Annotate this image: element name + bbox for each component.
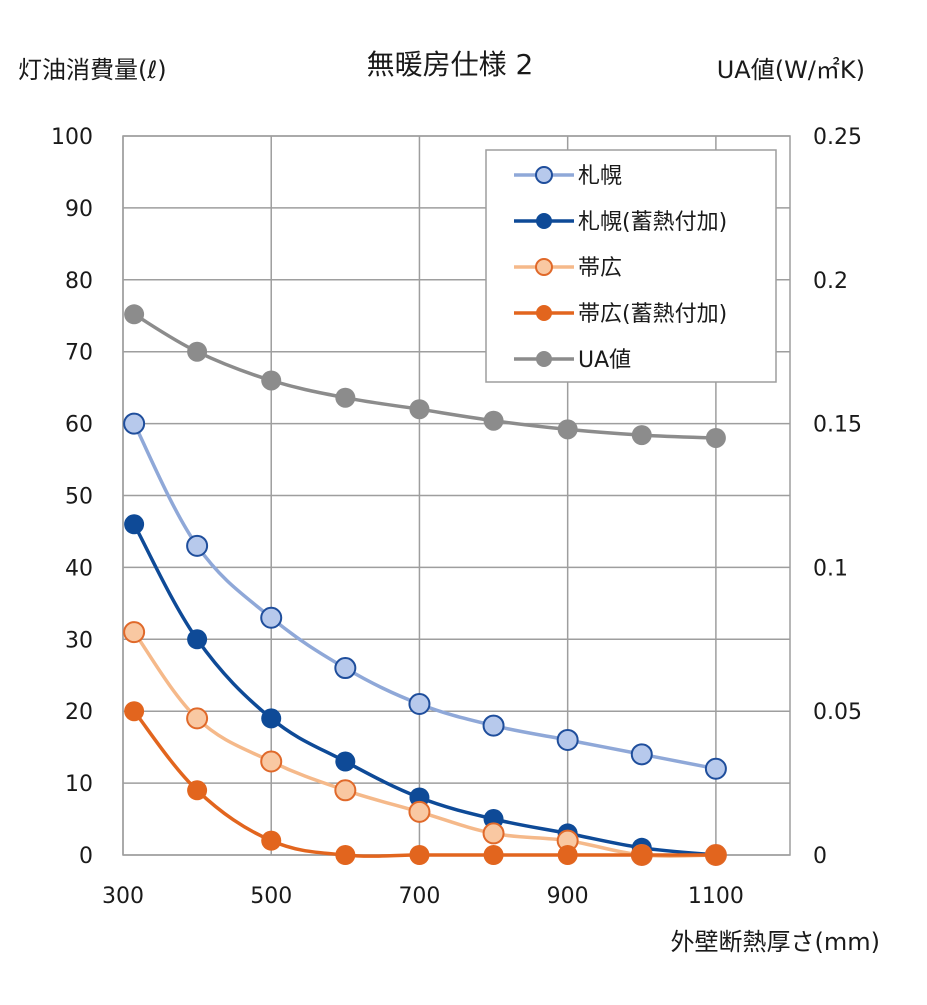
data-point-4 [124, 304, 145, 325]
y-tick-label-right: 0 [813, 844, 827, 869]
chart-title: 無暖房仕様 2 [367, 48, 534, 81]
data-point-2 [186, 707, 209, 730]
legend-swatch-marker [535, 166, 553, 184]
legend-label: 札幌(蓄熱付加) [578, 210, 727, 235]
data-point-3 [335, 845, 356, 865]
data-point-2 [408, 800, 431, 823]
y-tick-label-left: 40 [65, 556, 93, 581]
data-point-3 [631, 845, 652, 865]
y-tick-label-left: 90 [65, 197, 93, 222]
y-tick-label-left: 10 [65, 772, 93, 797]
x-tick-label: 300 [102, 884, 144, 909]
data-point-2 [260, 750, 283, 773]
legend-swatch-marker [536, 351, 552, 367]
legend-label: 札幌 [578, 164, 622, 189]
data-point-2 [123, 621, 146, 644]
data-point-0 [260, 606, 283, 629]
data-point-4 [335, 387, 356, 408]
legend-label: UA値 [578, 348, 631, 373]
legend-label: 帯広 [578, 256, 622, 281]
y-tick-label-left: 70 [65, 341, 93, 366]
data-point-0 [408, 693, 431, 716]
y-tick-label-right: 0.2 [813, 269, 848, 294]
data-point-4 [705, 427, 726, 448]
y-tick-label-right: 0.25 [813, 125, 862, 150]
data-point-1 [261, 708, 282, 729]
data-point-3 [409, 845, 430, 865]
y-tick-label-left: 20 [65, 700, 93, 725]
y-tick-label-left: 30 [65, 628, 93, 653]
data-point-4 [557, 419, 578, 440]
legend-swatch-marker [536, 305, 552, 321]
data-point-3 [187, 780, 208, 801]
data-point-2 [482, 822, 505, 845]
data-point-0 [556, 728, 579, 751]
y-axis-left-title: 灯油消費量(ℓ) [18, 56, 167, 84]
y-axis-right-title: UA値(W/㎡K) [717, 56, 865, 84]
data-point-0 [123, 412, 146, 435]
data-point-3 [124, 701, 145, 722]
data-point-0 [334, 657, 357, 680]
x-axis-title: 外壁断熱厚さ(mm) [671, 928, 880, 956]
y-tick-label-left: 100 [51, 125, 93, 150]
y-tick-label-right: 0.15 [813, 413, 862, 438]
data-point-0 [186, 534, 209, 557]
x-tick-label: 900 [547, 884, 589, 909]
legend-swatch-marker [536, 213, 552, 229]
data-point-1 [124, 514, 145, 535]
data-point-0 [630, 743, 653, 766]
x-tick-label: 500 [250, 884, 292, 909]
data-point-4 [483, 410, 504, 431]
y-tick-label-left: 0 [79, 844, 93, 869]
data-point-3 [705, 845, 726, 865]
data-point-0 [704, 757, 727, 780]
x-tick-label: 700 [398, 884, 440, 909]
y-tick-label-left: 50 [65, 485, 93, 510]
y-tick-label-left: 80 [65, 269, 93, 294]
data-point-0 [482, 714, 505, 737]
data-point-1 [187, 629, 208, 650]
data-point-3 [557, 845, 578, 865]
data-point-3 [261, 830, 282, 851]
legend-swatch-marker [535, 258, 553, 276]
data-point-4 [261, 370, 282, 391]
y-tick-label-left: 60 [65, 413, 93, 438]
data-point-4 [409, 399, 430, 420]
data-point-4 [187, 341, 208, 362]
data-point-3 [483, 845, 504, 865]
y-tick-label-right: 0.1 [813, 556, 848, 581]
x-tick-label: 1100 [688, 884, 744, 909]
legend-label: 帯広(蓄熱付加) [578, 302, 727, 327]
data-point-4 [631, 425, 652, 446]
data-point-2 [334, 779, 357, 802]
y-tick-label-right: 0.05 [813, 700, 862, 725]
data-point-1 [335, 751, 356, 772]
